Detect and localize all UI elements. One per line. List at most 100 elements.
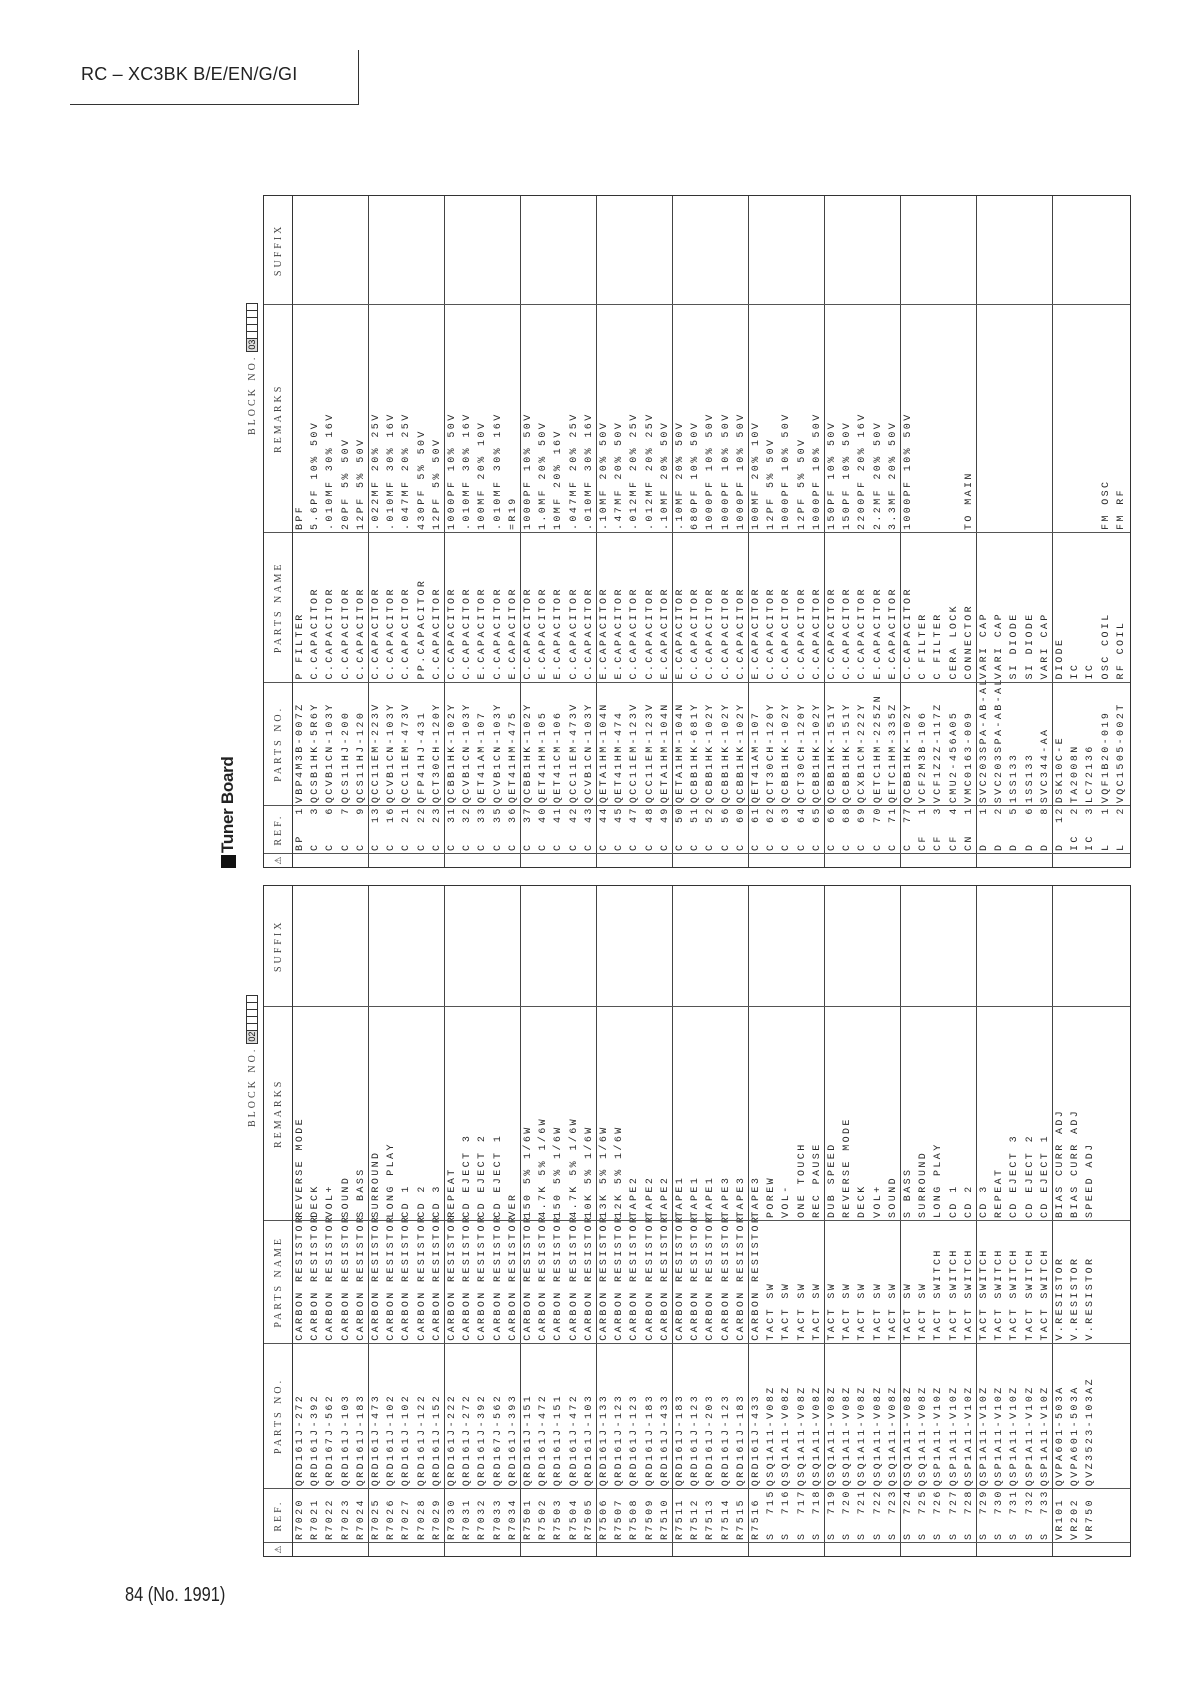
parts-name-cell: C.CAPACITOR	[340, 587, 352, 680]
table-row: VR750 QVZ3523-103AZ V.RESISTOR SPEED ADJ	[1083, 886, 1098, 1556]
ref-number: 32	[462, 806, 474, 823]
remarks-cell: TAPE1	[690, 1175, 702, 1218]
remarks-cell	[931, 304, 946, 532]
safety-cell	[339, 1542, 354, 1556]
ref-number: 37	[523, 806, 534, 823]
parts-name-cell: CARBON RESISTOR	[507, 1214, 519, 1341]
parts-name-cell: CARBON RESISTOR	[720, 1214, 732, 1341]
suffix-cell	[597, 196, 612, 304]
ref-prefix: C	[872, 842, 884, 852]
table-row: C 13 QCC11EM-223V C.CAPACITOR .022MF 20% 25V	[369, 196, 384, 867]
suffix-cell	[916, 196, 931, 304]
safety-cell	[825, 853, 840, 867]
safety-cell	[901, 1542, 916, 1556]
safety-cell	[445, 1542, 460, 1556]
ref-prefix: S	[827, 1531, 838, 1541]
ref-number: 56	[720, 806, 732, 823]
safety-cell	[1007, 853, 1022, 867]
parts-name-cell: CARBON RESISTOR	[431, 1214, 443, 1341]
remarks-cell: CD 2	[416, 1184, 428, 1218]
remarks-cell: VOL-	[781, 1184, 793, 1218]
parts-name-cell: TACT SWITCH	[1009, 1248, 1021, 1341]
ref-cell: R7504	[568, 1498, 580, 1541]
remarks-cell	[1023, 304, 1038, 532]
remarks-cell: TO MAIN	[963, 471, 975, 530]
safety-cell	[840, 853, 855, 867]
parts-name-cell: CARBON RESISTOR	[295, 1214, 306, 1341]
suffix-cell	[719, 886, 734, 1006]
table-row: C 51 QCBB1HK-681Y C.CAPACITOR 680PF 10% 50V	[688, 196, 703, 867]
ref-number: 68	[842, 806, 854, 823]
parts-no-cell: QCBB1HK-102Y	[781, 702, 793, 804]
block-digit-box	[246, 1022, 258, 1030]
table-row: D 6 1SS133 SI DIODE	[1023, 196, 1038, 867]
remarks-cell: TAPE3	[751, 1175, 762, 1218]
remarks-cell: 5.6PF 10% 50V	[310, 420, 322, 530]
remarks-cell: 1000PF 10% 50V	[903, 412, 914, 530]
safety-cell	[795, 853, 810, 867]
ref-cell: S 728	[962, 1488, 977, 1542]
parts-no-cell: QRD161J-183	[735, 1393, 747, 1487]
ref-cell: C 32	[460, 805, 475, 853]
parts-name-cell: CARBON RESISTOR	[735, 1214, 747, 1341]
ref-number: 2	[1115, 806, 1127, 815]
parts-no-cell: QRD161J-433	[659, 1393, 671, 1487]
ref-prefix: C	[583, 842, 595, 852]
remarks-cell: DECK	[310, 1184, 322, 1218]
parts-no-cell: QRD167J-562	[492, 1393, 504, 1487]
remarks-cell: 1000PF 10% 50V	[720, 412, 732, 530]
block-digit-box	[246, 994, 258, 1002]
ref-cell: R7032	[477, 1498, 489, 1541]
parts-no-cell: QCBB1HK-151Y	[842, 702, 854, 804]
parts-no-cell: QRD161J-152	[431, 1393, 443, 1487]
parts-no-cell: QSQ1A11-V08Z	[842, 1385, 854, 1487]
parts-no-cell: VQC1505-002T	[1115, 702, 1127, 804]
parts-no-cell: QCBB1HK-102Y	[523, 702, 534, 804]
safety-cell	[795, 1542, 810, 1556]
row-group: S 729 QSP1A11-V10Z TACT SWITCH CD 3 S 730 QSP1A…	[977, 886, 1053, 1556]
suffix-cell	[567, 196, 582, 304]
suffix-cell	[354, 886, 369, 1006]
safety-cell	[597, 1542, 612, 1556]
parts-no-cell: QCC11EM-473V	[401, 702, 413, 804]
table-row: C 60 QCBB1HK-102Y C.CAPACITOR 1000PF 10% 50V	[734, 196, 749, 867]
suffix-cell	[597, 886, 612, 1006]
table-row: R7034 QRD161J-393 CARBON RESISTOR VER	[506, 886, 521, 1556]
parts-name-cell: CARBON RESISTOR	[553, 1214, 565, 1341]
ref-prefix: C	[675, 842, 686, 852]
parts-no-cell: QVZ3523-103AZ	[1085, 1376, 1097, 1487]
parts-no-cell: QRD161J-473	[371, 1393, 382, 1487]
table-row: C 40 QET41HM-105 E.CAPACITOR 1.0MF 20% 50V	[536, 196, 551, 867]
ref-prefix: L	[1100, 842, 1112, 852]
ref-prefix: C	[599, 842, 610, 852]
suffix-cell	[308, 886, 323, 1006]
safety-cell	[612, 853, 627, 867]
table-row: C 22 QFP41HJ-431 PP.CAPACITOR 430PF 5% 50V	[415, 196, 430, 867]
table-row: R7020 QRD161J-272 CARBON RESISTOR REVERSE M…	[293, 886, 308, 1556]
remarks-cell: .010MF 30% 16V	[583, 412, 595, 530]
parts-no-cell: QETC1HM-335Z	[887, 702, 899, 804]
parts-no-cell: QSQ1A11-V08Z	[903, 1385, 914, 1487]
table-row: R7502 QRD161J-472 CARBON RESISTOR 4.7K 5% 1…	[536, 886, 551, 1556]
parts-no-cell: QCBB1HK-681Y	[690, 702, 702, 804]
ref-prefix: D	[1024, 842, 1036, 852]
ref-cell: C 56	[719, 805, 734, 853]
parts-name-cell: TACT SW	[781, 1281, 793, 1341]
table-row: R7025 QRD161J-473 CARBON RESISTOR SURROUND	[369, 886, 384, 1556]
ref-cell: C 16	[384, 805, 399, 853]
parts-no-cell: QRD161J-272	[462, 1393, 474, 1487]
row-group: R7020 QRD161J-272 CARBON RESISTOR REVERSE M…	[293, 886, 369, 1556]
table-row: C 52 QCBB1HK-102Y C.CAPACITOR 1000PF 10% 50V	[703, 196, 718, 867]
suffix-cell	[339, 196, 354, 304]
safety-cell	[475, 853, 490, 867]
table-row: C 21 QCC11EM-473V C.CAPACITOR .047MF 20% 25V	[399, 196, 414, 867]
block-label-text: BLOCK NO.	[246, 354, 258, 435]
suffix-cell	[931, 196, 946, 304]
safety-cell	[825, 1542, 840, 1556]
ref-prefix: L	[1115, 842, 1127, 852]
table-row: R7033 QRD167J-562 CARBON RESISTOR CD EJECT …	[491, 886, 506, 1556]
